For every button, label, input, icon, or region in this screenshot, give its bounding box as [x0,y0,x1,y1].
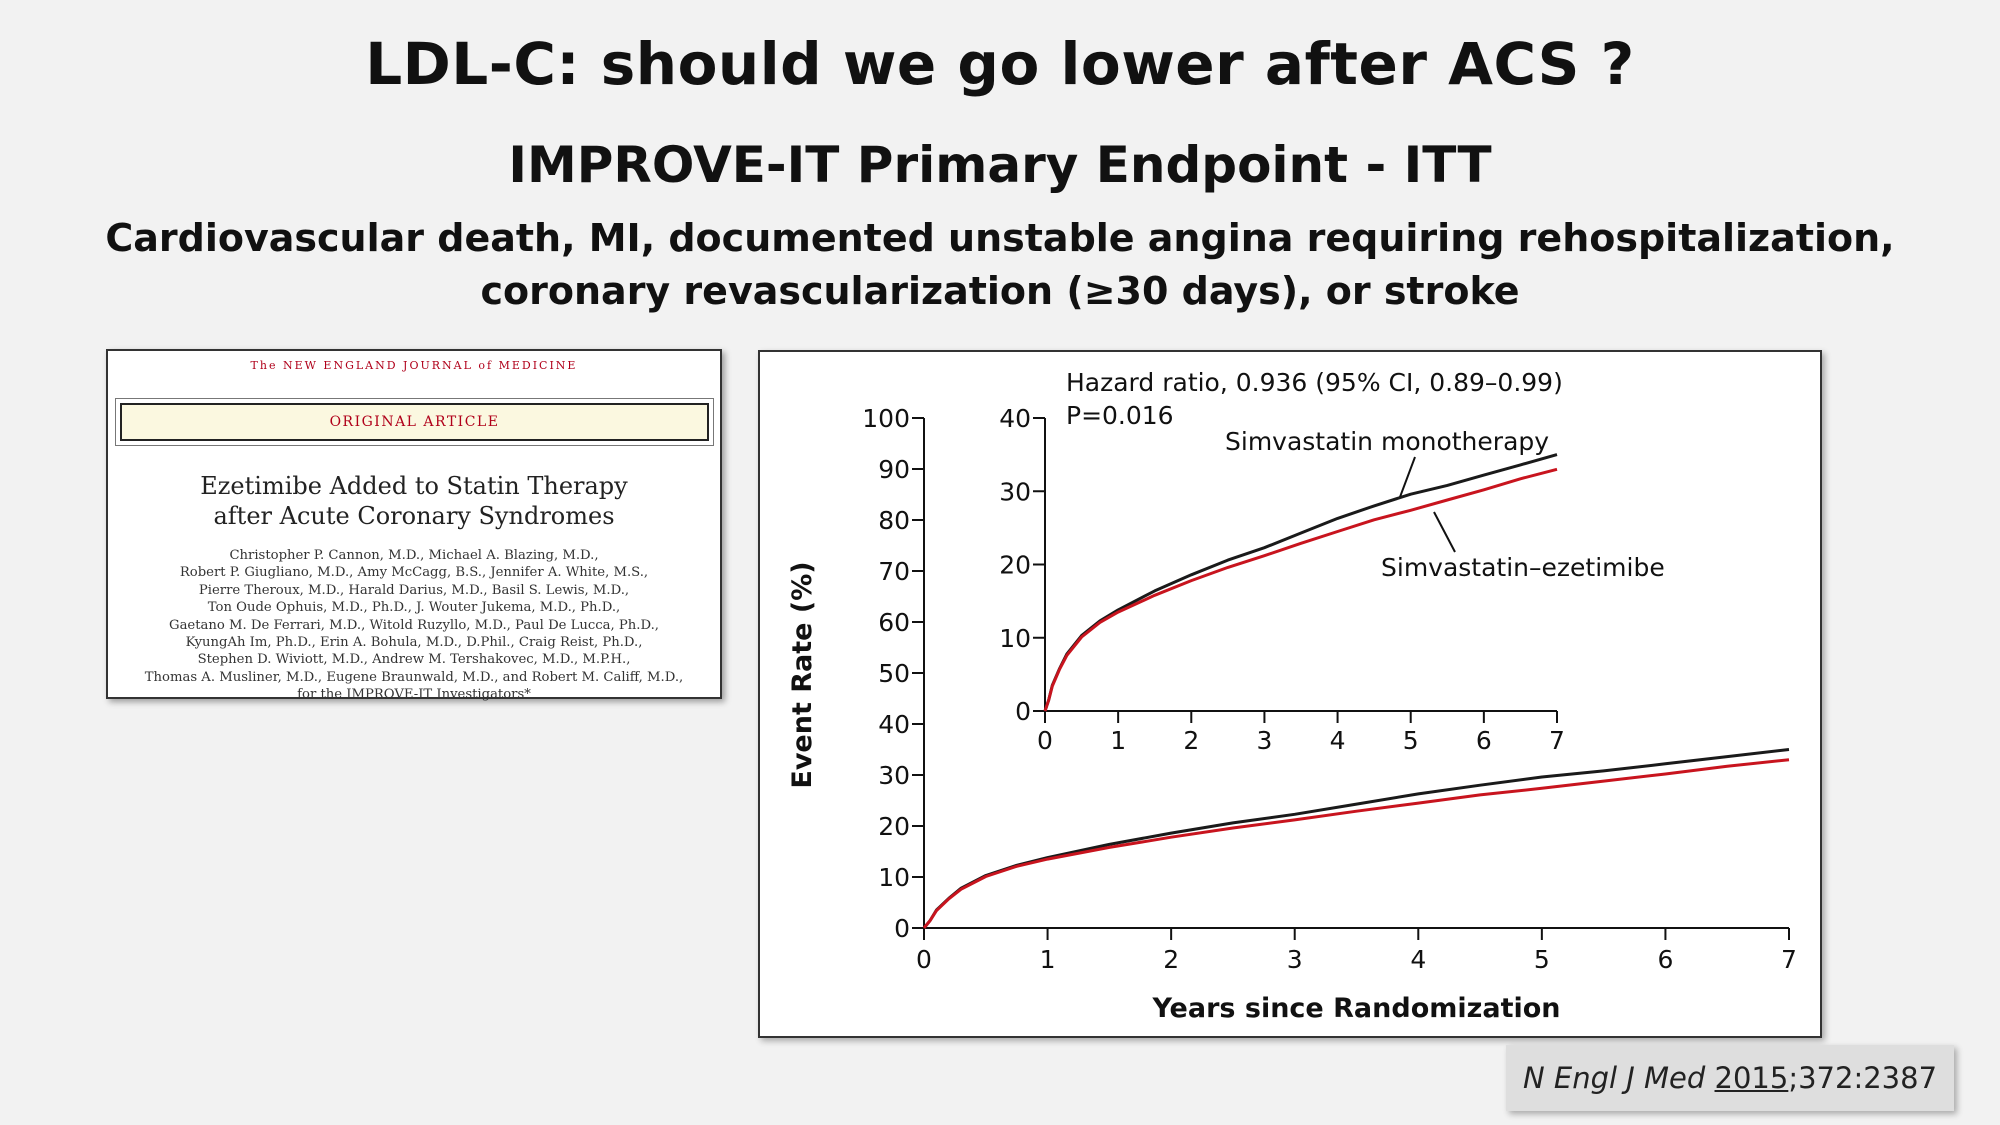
series-label-leader-line [1433,511,1456,553]
x-tick-label: 7 [1781,945,1797,974]
inset-y-tick-label: 20 [999,551,1031,580]
slide-title: LDL-C: should we go lower after ACS ? [365,30,1635,98]
inset-x-tick-label: 1 [1110,726,1126,755]
series-label-simvastatin: Simvastatin monotherapy [1225,427,1549,456]
inset-y-tick-label: 30 [999,477,1031,506]
y-tick-label: 100 [862,404,910,433]
x-tick-label: 1 [1040,945,1056,974]
y-tick-label: 20 [878,812,910,841]
citation-reference: N Engl J Med 2015;372:2387 [1506,1045,1954,1111]
series-line-inset [1043,453,1558,712]
inset-y-tick-label: 0 [1015,697,1031,726]
original-article-label: ORIGINAL ARTICLE [115,398,714,446]
nejm-article-thumbnail: The NEW ENGLAND JOURNAL of MEDICINE ORIG… [106,349,722,702]
x-tick-label: 0 [916,945,932,974]
series-line-main [922,758,1790,929]
author-line: Gaetano M. De Ferrari, M.D., Witold Ruzy… [169,617,659,633]
y-tick-label: 10 [878,863,910,892]
inset-x-tick-label: 0 [1037,726,1053,755]
series-line-main [922,748,1790,929]
author-line: Robert P. Giugliano, M.D., Amy McCagg, B… [179,565,649,581]
x-tick-label: 5 [1534,945,1550,974]
y-tick-label: 40 [878,710,910,739]
inset-x-tick-label: 2 [1183,726,1199,755]
citation-year: 2015 [1714,1061,1789,1095]
x-tick-label: 6 [1657,945,1673,974]
y-tick-label: 90 [878,455,910,484]
y-tick-label: 0 [894,914,910,943]
x-tick-label: 2 [1163,945,1179,974]
endpoint-description-line1: Cardiovascular death, MI, documented uns… [105,216,1895,260]
author-line: Pierre Theroux, M.D., Harald Darius, M.D… [198,582,630,598]
y-tick-label: 30 [878,761,910,790]
inset-y-tick-label: 10 [999,624,1031,653]
y-tick-label: 70 [878,557,910,586]
inset-y-tick-label: 40 [999,404,1031,433]
author-line: KyungAh Im, Ph.D., Erin A. Bohula, M.D.,… [185,635,643,651]
inset-x-tick-label: 6 [1476,726,1492,755]
series-label-ezetimibe: Simvastatin–ezetimibe [1381,553,1665,582]
y-tick-label: 60 [878,608,910,637]
slide-subtitle: IMPROVE-IT Primary Endpoint - ITT [508,136,1492,194]
article-authors: Christopher P. Cannon, M.D., Michael A. … [108,547,720,704]
author-line: Ton Oude Ophuis, M.D., Ph.D., J. Wouter … [207,600,621,616]
journal-masthead: The NEW ENGLAND JOURNAL of MEDICINE [250,359,578,372]
inset-x-tick-label: 3 [1256,726,1272,755]
y-axis-title: Event Rate (%) [787,561,818,788]
x-tick-label: 3 [1287,945,1303,974]
y-tick-label: 80 [878,506,910,535]
article-title-line1: Ezetimibe Added to Statin Therapy [200,472,628,500]
citation-journal: N Engl J Med [1522,1061,1706,1095]
hazard-ratio-annotation: Hazard ratio, 0.936 (95% CI, 0.89–0.99) [1066,368,1563,397]
endpoint-description-line2: coronary revascularization (≥30 days), o… [480,269,1520,313]
p-value-annotation: P=0.016 [1066,401,1174,430]
series-label-leader-line [1399,456,1416,498]
y-tick-label: 50 [878,659,910,688]
article-title-line2: after Acute Coronary Syndromes [213,502,615,530]
x-axis-title: Years since Randomization [1151,993,1560,1024]
author-line: Thomas A. Musliner, M.D., Eugene Braunwa… [144,669,684,685]
x-tick-label: 4 [1410,945,1426,974]
inset-x-tick-label: 5 [1403,726,1419,755]
endpoint-description: Cardiovascular death, MI, documented uns… [0,212,2000,318]
citation-volume: ;372:2387 [1788,1061,1938,1095]
article-title: Ezetimibe Added to Statin Therapy after … [108,471,720,531]
inset-x-tick-label: 7 [1549,726,1565,755]
inset-x-tick-label: 4 [1330,726,1346,755]
series-line-inset [1043,467,1558,712]
kaplan-meier-chart: 0 10 20 30 40 50 60 70 80 90 100 0 1 2 3 4 5 6 7 Years sinc… [758,350,1822,1038]
author-line: Stephen D. Wiviott, M.D., Andrew M. Ters… [197,652,631,668]
author-line: for the IMPROVE-IT Investigators* [297,687,531,703]
author-line: Christopher P. Cannon, M.D., Michael A. … [229,548,599,563]
